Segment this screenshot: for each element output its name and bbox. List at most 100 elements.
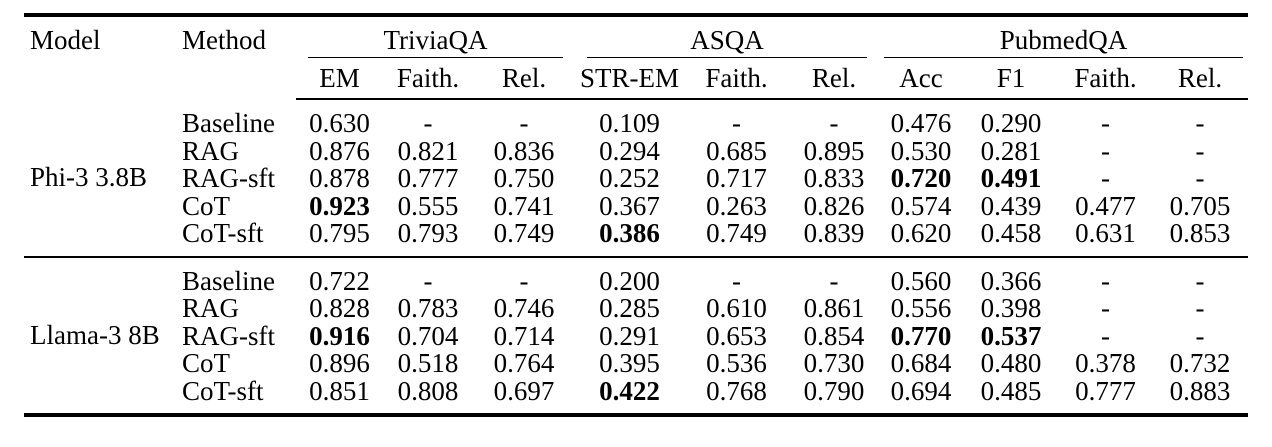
metric-column-header: Faith. — [1059, 58, 1153, 100]
metric-value: 0.717 — [706, 163, 767, 193]
metric-value: 0.790 — [803, 375, 865, 406]
metric-value: 0.895 — [803, 135, 865, 166]
metric-value-missing: - — [732, 265, 742, 296]
metric-value: 0.555 — [397, 190, 459, 221]
metric-value-missing: - — [829, 265, 839, 296]
metric-column-header: Rel. — [1152, 58, 1249, 100]
metric-value: 0.821 — [397, 135, 459, 166]
model-name: Phi-3 3.8B — [30, 161, 148, 192]
metric-value: 0.530 — [890, 135, 952, 166]
metric-value-missing: - — [1101, 135, 1111, 166]
metric-value: 0.560 — [890, 265, 952, 296]
method-name: RAG — [182, 293, 240, 323]
metric-value: 0.839 — [803, 218, 865, 248]
table-row: Llama-3 8B Baseline 0.722- -0.200- -0.560 0.3… — [24, 257, 1248, 348]
metric-value: 0.777 — [397, 163, 459, 193]
metric-column-header: Acc — [879, 58, 964, 100]
dataset-group-label: PubmedQA — [884, 23, 1244, 58]
metric-value: 0.294 — [599, 135, 660, 166]
dataset-group-label: ASQA — [587, 23, 868, 58]
metric-value: 0.378 — [1075, 348, 1136, 378]
dataset-group-header-asqa: ASQA — [575, 15, 879, 58]
metric-value: 0.476 — [890, 108, 952, 138]
metric-value: 0.896 — [309, 348, 370, 378]
metric-value: 0.537 — [980, 320, 1042, 351]
metric-value: 0.795 — [309, 218, 370, 248]
metric-column-header: Faith. — [684, 58, 790, 100]
metric-column-header: F1 — [963, 58, 1060, 100]
table-header: Model Method TriviaQA ASQA PubmedQA EM Fait… — [24, 15, 1249, 100]
metric-value-missing: - — [1101, 108, 1111, 138]
dataset-group-header-pubmedqa: PubmedQA — [879, 15, 1248, 58]
method-name: RAG-sft — [182, 163, 275, 193]
metric-value: 0.653 — [706, 320, 767, 351]
table-row: CoT-sft 0.851 0.808 0.697 0.422 0.768 0.790 0.6… — [24, 375, 1248, 416]
metric-value-missing: - — [1195, 163, 1205, 193]
metric-value: 0.732 — [1169, 348, 1231, 378]
model-column-header: Model — [30, 25, 101, 55]
method-name: CoT — [182, 348, 231, 378]
metric-value: 0.749 — [493, 218, 555, 248]
metric-value: 0.808 — [397, 375, 459, 406]
metric-value: 0.833 — [803, 163, 865, 193]
metric-value: 0.770 — [890, 320, 952, 351]
metric-value: 0.764 — [493, 348, 555, 378]
paper-results-table: Model Method TriviaQA ASQA PubmedQA EM Fait… — [24, 13, 1249, 417]
method-name: Baseline — [182, 107, 275, 138]
table-row: RAG 0.876 0.821 0.836 0.294 0.685 0.895 0.530 0.… — [24, 135, 1248, 166]
metric-value: 0.620 — [890, 218, 952, 248]
metric-value-missing: - — [829, 108, 839, 138]
metric-value-missing: - — [1195, 135, 1205, 166]
metric-value: 0.200 — [599, 265, 660, 296]
metric-value-missing: - — [1101, 265, 1111, 296]
method-column-header: Method — [182, 25, 266, 55]
table-row: Phi-3 3.8B Baseline 0.630- -0.109- -0.476 0.2… — [24, 99, 1248, 190]
metric-value: 0.861 — [803, 293, 865, 323]
metric-value: 0.685 — [706, 135, 767, 166]
metric-value: 0.109 — [599, 108, 660, 138]
metric-value-missing: - — [1195, 108, 1205, 138]
metric-column-header: Rel. — [473, 58, 576, 100]
metric-value: 0.480 — [980, 348, 1042, 378]
metric-value: 0.741 — [493, 190, 555, 221]
metric-value: 0.263 — [706, 190, 767, 221]
metric-value: 0.290 — [980, 108, 1042, 138]
metric-value-missing: - — [1195, 265, 1205, 296]
metric-value-missing: - — [423, 265, 433, 296]
metric-value: 0.556 — [890, 293, 952, 323]
metric-value: 0.730 — [803, 348, 865, 378]
metric-value: 0.768 — [706, 375, 767, 406]
method-name: RAG-sft — [182, 320, 275, 351]
metric-value: 0.439 — [980, 190, 1042, 221]
metric-value: 0.720 — [890, 163, 952, 193]
metric-value: 0.836 — [493, 135, 555, 166]
metric-value: 0.610 — [706, 293, 767, 323]
group-header-row: Model Method TriviaQA ASQA PubmedQA — [24, 15, 1248, 58]
table-row: RAG-sft 0.916 0.704 0.714 0.291 0.653 0.854 0.7… — [24, 320, 1248, 351]
metric-value: 0.828 — [309, 293, 370, 323]
model-block-0: Phi-3 3.8B Baseline 0.630- -0.109- -0.476 0.2… — [24, 99, 1249, 257]
metric-value: 0.878 — [309, 163, 370, 193]
metric-value: 0.367 — [599, 190, 660, 221]
metric-value: 0.630 — [309, 108, 370, 138]
metric-value: 0.485 — [980, 375, 1042, 406]
method-name: CoT-sft — [182, 218, 264, 248]
metric-value: 0.722 — [309, 265, 370, 296]
metric-value: 0.684 — [890, 348, 952, 378]
metric-value: 0.477 — [1075, 190, 1136, 221]
metric-value-missing: - — [519, 108, 529, 138]
method-name: CoT-sft — [182, 375, 264, 406]
metric-value: 0.705 — [1169, 190, 1231, 221]
metric-column-header: EM — [296, 58, 383, 100]
metric-value: 0.923 — [309, 190, 370, 221]
method-name: Baseline — [182, 265, 275, 296]
table-row: CoT 0.923 0.555 0.741 0.367 0.263 0.826 0.574 0.… — [24, 190, 1248, 221]
metric-value-missing: - — [1195, 320, 1205, 351]
method-name: RAG — [182, 135, 240, 166]
metric-value: 0.854 — [803, 320, 865, 351]
metric-value: 0.851 — [309, 375, 370, 406]
metric-value: 0.714 — [493, 320, 555, 351]
metric-value-missing: - — [1195, 293, 1205, 323]
metric-value-missing: - — [423, 108, 433, 138]
metric-value: 0.366 — [980, 265, 1042, 296]
